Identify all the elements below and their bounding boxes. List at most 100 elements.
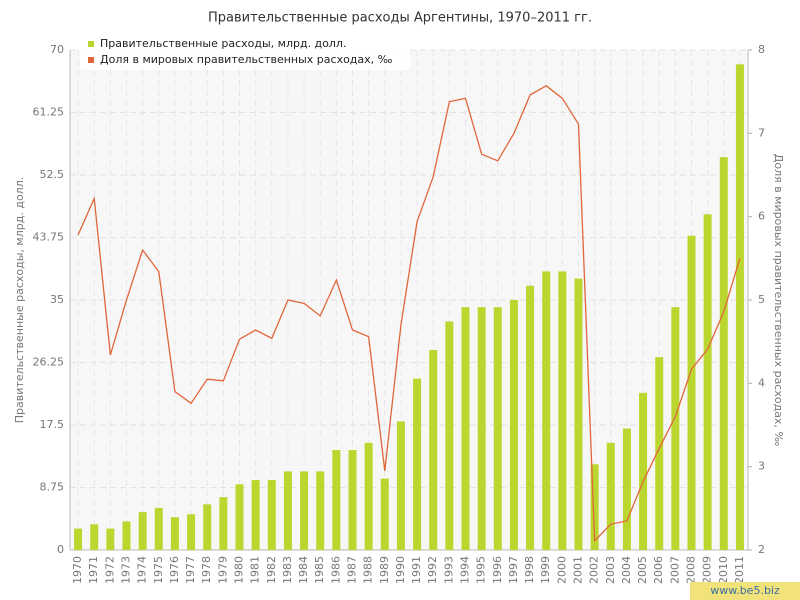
y2-axis-label: Доля в мировых правительственных расхода… (772, 154, 785, 447)
y2-tick-label: 8 (758, 43, 765, 56)
bar (74, 528, 83, 550)
legend-label: Доля в мировых правительственных расхода… (100, 53, 393, 66)
bar (348, 450, 357, 550)
x-tick-label: 1975 (152, 556, 165, 584)
x-tick-label: 1986 (329, 556, 342, 584)
x-tick-label: 1971 (87, 556, 100, 584)
legend-swatch (88, 41, 94, 47)
x-tick-label: 1983 (281, 556, 294, 584)
bar (122, 521, 131, 550)
bar (445, 321, 454, 550)
x-tick-label: 1973 (120, 556, 133, 584)
y-tick-label: 17.5 (40, 418, 65, 431)
y-axis-label: Правительственные расходы, млрд. долл. (13, 177, 26, 423)
bar (187, 514, 196, 550)
x-tick-label: 2000 (555, 556, 568, 584)
bar (90, 524, 99, 550)
bar (671, 307, 680, 550)
x-tick-label: 2009 (701, 556, 714, 584)
y-tick-label: 70 (50, 43, 64, 56)
watermark: www.be5.biz (710, 584, 780, 597)
legend-label: Правительственные расходы, млрд. долл. (100, 37, 346, 50)
bar (622, 428, 631, 550)
x-tick-label: 1979 (216, 556, 229, 584)
bar (542, 271, 551, 550)
x-tick-label: 1991 (410, 556, 423, 584)
x-tick-label: 2003 (604, 556, 617, 584)
bar (283, 471, 292, 550)
legend: Правительственные расходы, млрд. долл. До… (88, 37, 393, 66)
bar (558, 271, 567, 550)
bar (235, 484, 244, 550)
bar (170, 517, 179, 550)
bar (590, 464, 599, 550)
x-tick-label: 1980 (233, 556, 246, 584)
bar (639, 392, 648, 550)
y2-tick-label: 4 (758, 376, 765, 389)
y-tick-label: 61.25 (33, 106, 65, 119)
bar (413, 378, 422, 550)
x-tick-label: 1999 (539, 556, 552, 584)
bar (154, 507, 163, 550)
x-tick-label: 2007 (668, 556, 681, 584)
y2-tick-label: 2 (758, 543, 765, 556)
legend-swatch (88, 57, 94, 63)
x-tick-label: 1987 (346, 556, 359, 584)
bar (316, 471, 325, 550)
x-tick-label: 2002 (588, 556, 601, 584)
y2-tick-label: 3 (758, 460, 765, 473)
bar (735, 64, 744, 551)
bar (203, 504, 212, 550)
bar (380, 478, 389, 550)
x-tick-label: 2006 (652, 556, 665, 584)
bar (526, 285, 535, 550)
bar (106, 528, 115, 550)
bar (300, 471, 309, 550)
bar (396, 421, 405, 550)
bar (219, 497, 228, 550)
x-tick-label: 1981 (249, 556, 262, 584)
marks (74, 64, 744, 551)
bar (687, 235, 696, 550)
chart-title: Правительственные расходы Аргентины, 197… (208, 11, 592, 26)
bar (138, 512, 147, 550)
y-tick-label: 8.75 (40, 481, 65, 494)
x-tick-label: 1995 (475, 556, 488, 584)
bar (719, 157, 728, 550)
y2-tick-label: 7 (758, 126, 765, 139)
bar (461, 307, 470, 550)
x-tick-label: 2008 (685, 556, 698, 584)
x-tick-label: 2004 (620, 556, 633, 584)
bar (477, 307, 486, 550)
x-tick-label: 1992 (426, 556, 439, 584)
bar (429, 350, 438, 550)
x-tick-label: 2005 (636, 556, 649, 584)
bar (251, 480, 260, 550)
x-tick-label: 1994 (459, 556, 472, 584)
y2-tick-label: 5 (758, 293, 765, 306)
line (77, 85, 741, 543)
x-tick-label: 1997 (507, 556, 520, 584)
x-tick-label: 1977 (184, 556, 197, 584)
x-tick-label: 2011 (733, 556, 746, 584)
x-tick-label: 2010 (717, 556, 730, 584)
y2-tick-label: 6 (758, 210, 765, 223)
bar (655, 357, 664, 550)
bar (493, 307, 502, 550)
x-tick-label: 1970 (71, 556, 84, 584)
y-tick-label: 26.25 (33, 356, 65, 369)
x-tick-label: 1985 (313, 556, 326, 584)
x-tick-label: 1974 (136, 556, 149, 584)
y-tick-label: 43.75 (33, 231, 65, 244)
y-tick-label: 0 (57, 543, 64, 556)
bar (267, 480, 276, 550)
bar (509, 300, 518, 550)
bar (574, 278, 583, 550)
x-tick-label: 1978 (200, 556, 213, 584)
y-tick-label: 52.5 (40, 168, 65, 181)
watermark-bg (690, 582, 800, 600)
x-tick-label: 1996 (491, 556, 504, 584)
x-tick-label: 1976 (168, 556, 181, 584)
x-tick-label: 1984 (297, 556, 310, 584)
